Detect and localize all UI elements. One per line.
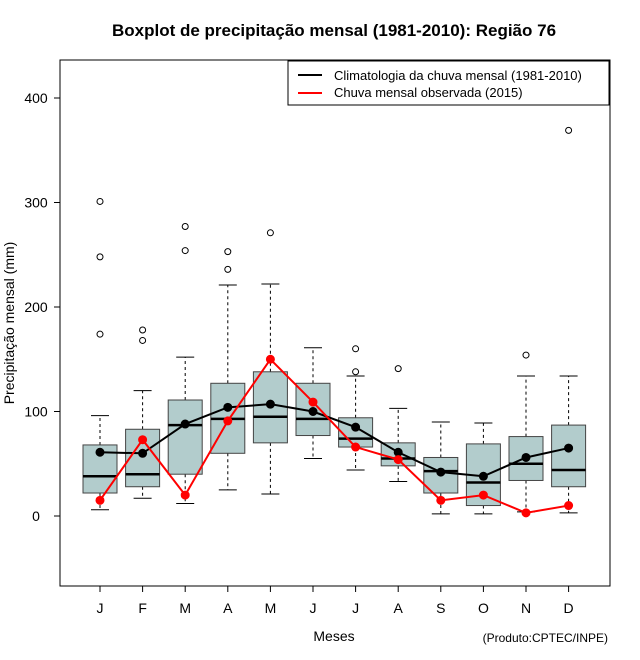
chart-title: Boxplot de precipitação mensal (1981-201…: [112, 21, 556, 40]
box-2: [167, 223, 203, 504]
y-axis: 0 100 200 300 400: [24, 90, 60, 524]
series-point: [564, 443, 574, 453]
outlier-point: [181, 223, 189, 231]
series-point: [308, 397, 318, 407]
outlier-point: [96, 253, 104, 261]
series-point: [351, 442, 361, 452]
boxes-group: [82, 126, 587, 515]
series-point: [436, 467, 446, 477]
outlier-point: [224, 248, 232, 256]
box-3: [210, 248, 246, 491]
x-tick-label: N: [521, 600, 531, 616]
plot-area-frame: [59, 59, 611, 587]
x-tick-label: S: [436, 600, 445, 616]
series-point: [138, 448, 148, 458]
legend-box: [287, 60, 610, 106]
outlier-point: [96, 197, 104, 205]
outlier-point: [522, 351, 530, 359]
series-point: [478, 471, 488, 481]
series-point: [521, 452, 531, 462]
series-line: [99, 357, 569, 514]
series-point: [265, 399, 275, 409]
x-tick-label: M: [179, 600, 191, 616]
series-point: [138, 435, 148, 445]
y-tick-label: 300: [24, 195, 48, 211]
series-point: [478, 490, 488, 500]
series-observed: [95, 354, 574, 518]
y-tick-label: 0: [32, 508, 40, 524]
y-tick-label: 200: [24, 299, 48, 315]
x-tick-label: J: [97, 600, 104, 616]
x-axis-label: Meses: [313, 628, 354, 644]
outlier-point: [181, 247, 189, 255]
outlier-point: [139, 326, 147, 334]
x-tick-label: J: [352, 600, 359, 616]
box-10: [508, 351, 544, 513]
y-tick-label: 100: [24, 404, 48, 420]
series-point: [95, 495, 105, 505]
x-tick-label: J: [310, 600, 317, 616]
series-point: [564, 501, 574, 511]
outlier-point: [394, 365, 402, 373]
series-point: [180, 490, 190, 500]
series-point: [351, 422, 361, 432]
outlier-point: [266, 229, 274, 237]
series-point: [180, 419, 190, 429]
outlier-point: [352, 368, 360, 376]
outlier-point: [352, 345, 360, 353]
box-0: [82, 197, 118, 511]
x-tick-label: O: [478, 600, 489, 616]
x-tick-label: M: [265, 600, 277, 616]
legend-label-observed: Chuva mensal observada (2015): [334, 85, 523, 100]
series-point: [308, 407, 318, 416]
series-line: [99, 403, 569, 478]
series-point: [223, 416, 233, 426]
x-tick-label: A: [223, 600, 233, 616]
outlier-point: [139, 336, 147, 344]
box-7: [380, 365, 416, 483]
outlier-point: [224, 265, 232, 273]
y-tick-label: 400: [24, 90, 48, 106]
box-1: [125, 326, 161, 499]
credit-text: (Produto:CPTEC/INPE): [483, 631, 608, 645]
series-point: [393, 455, 403, 465]
series-point: [265, 354, 275, 364]
legend-label-climatology: Climatologia da chuva mensal (1981-2010): [334, 68, 582, 83]
x-tick-label: D: [564, 600, 574, 616]
series-climatology: [95, 399, 574, 481]
box-iqr: [167, 399, 203, 475]
series-point: [95, 447, 105, 457]
y-axis-label: Precipitação mensal (mm): [1, 242, 17, 405]
series-point: [393, 447, 403, 457]
outlier-point: [565, 126, 573, 134]
box-iqr: [551, 424, 587, 488]
x-tick-label: F: [138, 600, 147, 616]
box-11: [551, 126, 587, 514]
legend: Climatologia da chuva mensal (1981-2010)…: [287, 60, 610, 106]
series-point: [436, 495, 446, 505]
lines-group: [95, 354, 574, 518]
series-point: [223, 402, 233, 412]
x-tick-label: A: [394, 600, 404, 616]
outlier-point: [96, 330, 104, 338]
series-point: [521, 508, 531, 518]
